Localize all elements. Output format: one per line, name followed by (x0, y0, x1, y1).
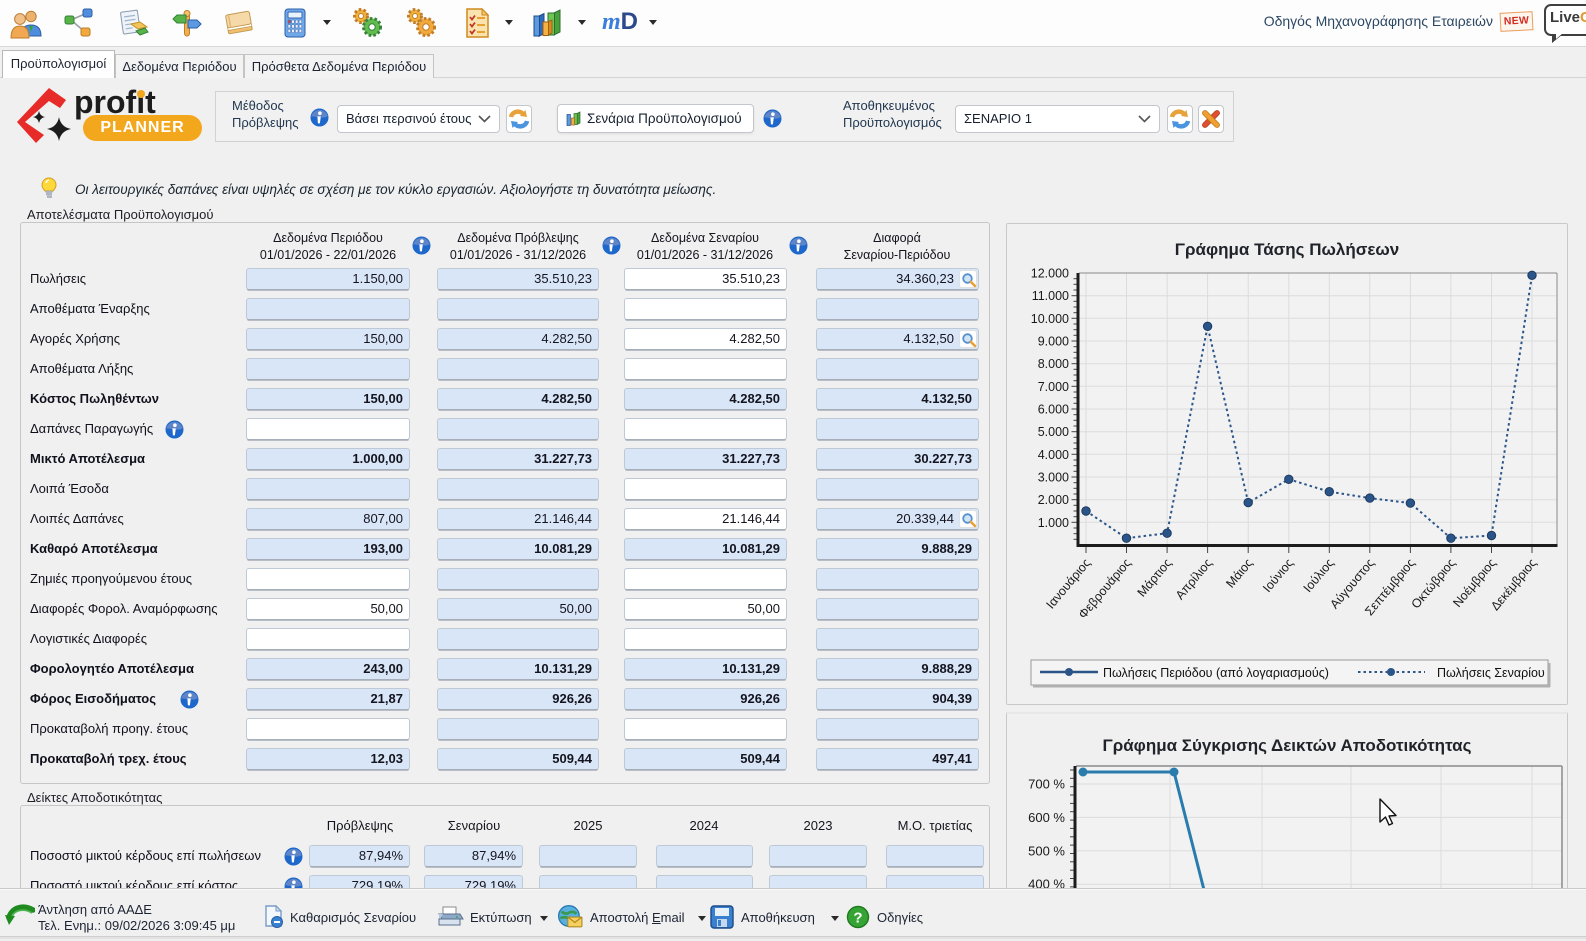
svg-text:700 %: 700 % (1028, 777, 1065, 792)
svg-text:5.000: 5.000 (1038, 425, 1069, 439)
svg-text:10.000: 10.000 (1031, 312, 1069, 326)
svg-text:12.000: 12.000 (1031, 267, 1069, 281)
svg-text:400 %: 400 % (1028, 877, 1065, 892)
svg-text:7.000: 7.000 (1038, 380, 1069, 394)
svg-text:Πωλήσεις Σεναρίου: Πωλήσεις Σεναρίου (1437, 666, 1545, 680)
svg-text:Πωλήσεις Περιόδου (από λογαρια: Πωλήσεις Περιόδου (από λογαριασμούς) (1103, 666, 1329, 680)
svg-text:Ιούλιος: Ιούλιος (1301, 556, 1337, 595)
svg-text:Μάιος: Μάιος (1223, 556, 1255, 591)
svg-text:4.000: 4.000 (1038, 448, 1069, 462)
svg-text:600 %: 600 % (1028, 810, 1065, 825)
svg-text:Ιούνιος: Ιούνιος (1260, 556, 1296, 595)
svg-text:6.000: 6.000 (1038, 403, 1069, 417)
svg-text:Απρίλιος: Απρίλιος (1173, 556, 1215, 602)
svg-text:8.000: 8.000 (1038, 357, 1069, 371)
svg-text:3.000: 3.000 (1038, 471, 1069, 485)
svg-text:11.000: 11.000 (1032, 289, 1069, 303)
svg-text:Μάρτιος: Μάρτιος (1135, 556, 1175, 600)
svg-text:2.000: 2.000 (1038, 493, 1069, 507)
svg-text:1.000: 1.000 (1038, 516, 1069, 530)
svg-text:?: ? (853, 910, 862, 927)
svg-text:500 %: 500 % (1028, 843, 1065, 858)
svg-text:9.000: 9.000 (1038, 335, 1069, 349)
